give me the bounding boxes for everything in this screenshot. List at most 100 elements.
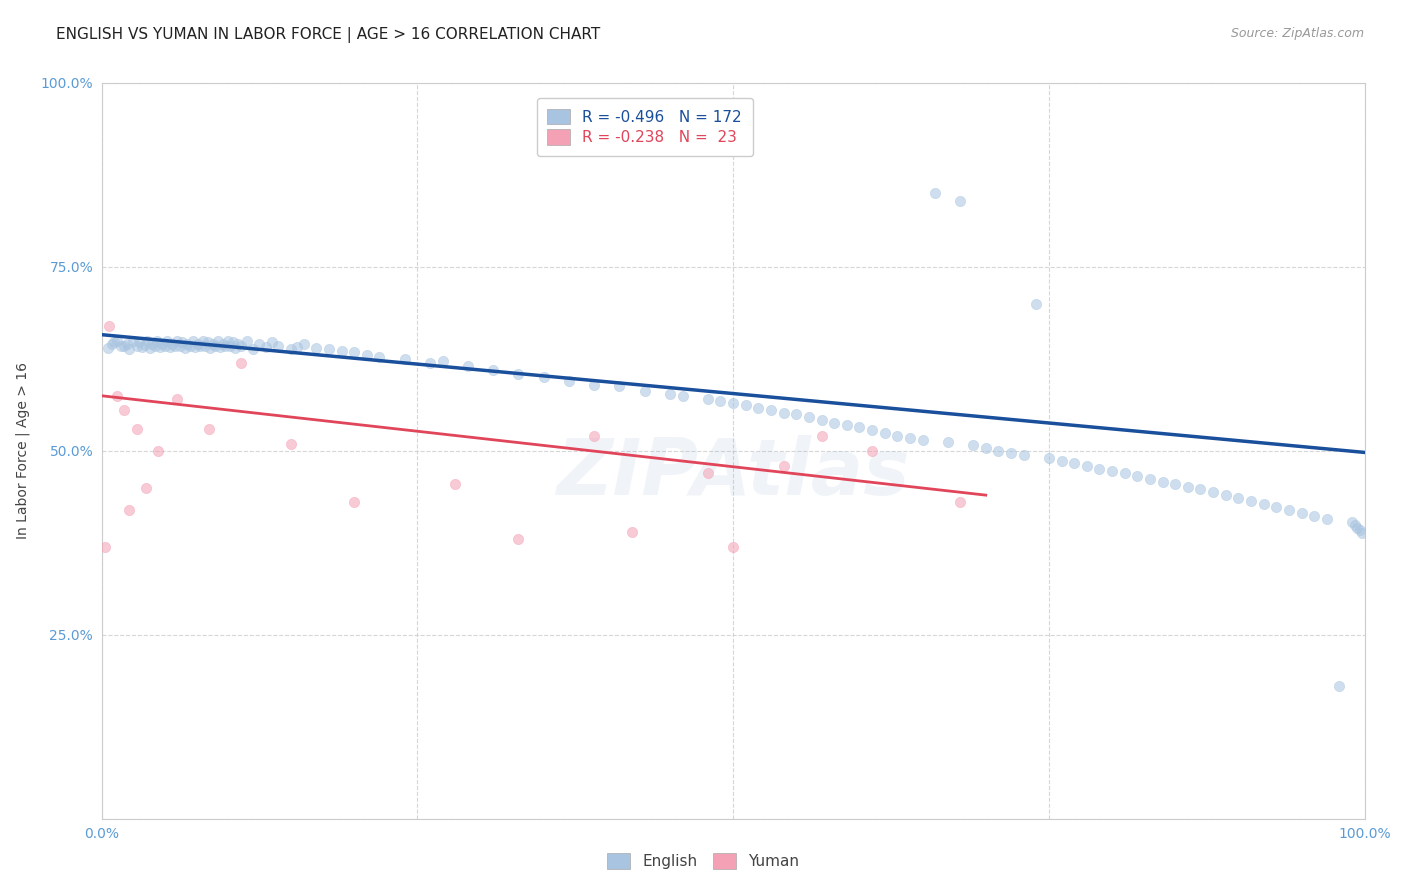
- Point: [118, 343, 141, 357]
- Point: [138, 341, 160, 355]
- Text: ZIPAtlas: ZIPAtlas: [557, 435, 910, 511]
- Point: [1348, 524, 1371, 538]
- Point: [187, 336, 209, 351]
- Legend: R = -0.496   N = 172, R = -0.238   N =  23: R = -0.496 N = 172, R = -0.238 N = 23: [537, 98, 752, 156]
- Point: [267, 339, 290, 353]
- Point: [305, 341, 328, 355]
- Point: [236, 334, 259, 349]
- Point: [432, 354, 454, 368]
- Point: [558, 374, 581, 388]
- Point: [1025, 297, 1047, 311]
- Point: [1278, 503, 1301, 517]
- Point: [285, 340, 308, 354]
- Point: [1316, 511, 1339, 525]
- Point: [330, 343, 353, 358]
- Point: [112, 339, 135, 353]
- Point: [112, 403, 135, 417]
- Point: [583, 429, 606, 443]
- Point: [98, 318, 121, 333]
- Point: [118, 503, 141, 517]
- Point: [1164, 477, 1187, 491]
- Point: [209, 340, 232, 354]
- Text: Source: ZipAtlas.com: Source: ZipAtlas.com: [1230, 27, 1364, 40]
- Point: [609, 379, 631, 393]
- Point: [734, 398, 756, 412]
- Point: [172, 334, 194, 349]
- Point: [191, 334, 214, 349]
- Point: [201, 337, 224, 351]
- Point: [696, 392, 718, 407]
- Point: [1253, 497, 1275, 511]
- Point: [280, 436, 302, 450]
- Point: [174, 341, 197, 355]
- Point: [1329, 680, 1351, 694]
- Point: [146, 334, 169, 349]
- Point: [356, 348, 378, 362]
- Point: [280, 343, 302, 357]
- Point: [343, 495, 366, 509]
- Point: [1303, 508, 1326, 523]
- Point: [974, 441, 997, 455]
- Point: [125, 339, 148, 353]
- Point: [136, 334, 159, 348]
- Point: [226, 337, 249, 351]
- Point: [924, 186, 946, 201]
- Point: [163, 339, 186, 353]
- Point: [1101, 464, 1123, 478]
- Point: [166, 392, 188, 407]
- Point: [1076, 458, 1098, 473]
- Point: [936, 435, 959, 450]
- Point: [181, 334, 204, 349]
- Point: [318, 343, 340, 357]
- Point: [444, 477, 467, 491]
- Point: [1265, 500, 1288, 514]
- Point: [533, 370, 555, 384]
- Point: [249, 336, 271, 351]
- Point: [949, 495, 972, 509]
- Point: [219, 339, 242, 353]
- Point: [224, 341, 246, 355]
- Point: [949, 194, 972, 208]
- Point: [962, 438, 984, 452]
- Point: [1063, 457, 1085, 471]
- Point: [122, 334, 145, 348]
- Point: [105, 334, 128, 348]
- Point: [188, 339, 211, 353]
- Point: [194, 339, 217, 353]
- Point: [1038, 451, 1060, 466]
- Point: [1189, 482, 1212, 496]
- Point: [207, 334, 229, 349]
- Point: [1139, 472, 1161, 486]
- Point: [747, 401, 769, 416]
- Point: [105, 389, 128, 403]
- Point: [1012, 449, 1035, 463]
- Point: [141, 336, 163, 351]
- Point: [97, 341, 120, 355]
- Point: [721, 540, 744, 554]
- Point: [886, 429, 908, 443]
- Point: [254, 340, 277, 354]
- Point: [634, 384, 657, 398]
- Point: [394, 351, 416, 366]
- Point: [343, 345, 366, 359]
- Legend: English, Yuman: English, Yuman: [600, 847, 806, 875]
- Point: [911, 433, 934, 447]
- Point: [153, 339, 176, 353]
- Point: [709, 393, 731, 408]
- Point: [262, 334, 284, 349]
- Point: [823, 416, 845, 430]
- Point: [772, 458, 794, 473]
- Point: [100, 337, 122, 351]
- Point: [810, 413, 832, 427]
- Point: [873, 426, 896, 441]
- Point: [150, 337, 173, 351]
- Point: [583, 377, 606, 392]
- Point: [222, 334, 245, 349]
- Point: [1343, 517, 1365, 532]
- Point: [110, 339, 132, 353]
- Point: [621, 524, 644, 539]
- Point: [242, 343, 264, 357]
- Point: [835, 418, 858, 433]
- Point: [128, 334, 150, 349]
- Point: [1291, 506, 1313, 520]
